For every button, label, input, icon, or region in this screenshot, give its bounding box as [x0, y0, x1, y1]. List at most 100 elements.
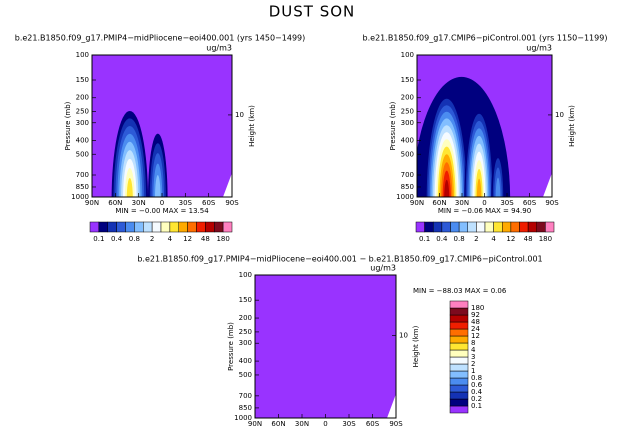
- colorbar-box: [449, 405, 469, 414]
- y-tick-label: 1000: [71, 193, 89, 201]
- colorbar-box: [527, 221, 537, 233]
- x-tick-label: 30S: [179, 199, 193, 207]
- panel-title: b.e21.B1850.f09_g17.PMIP4−midPliocene−eo…: [15, 34, 306, 43]
- figure-title: DUST SON: [269, 3, 356, 21]
- contour-fill: [155, 175, 161, 197]
- colorbar-label: 12: [506, 235, 515, 243]
- y2-axis-label: Height (km): [412, 325, 420, 367]
- x-tick-label: 30S: [500, 199, 514, 207]
- x-tick-label: 30S: [342, 420, 356, 428]
- colorbar-box: [160, 221, 171, 233]
- colorbar-box: [441, 221, 451, 233]
- y2-tick-label: 10: [555, 111, 564, 119]
- colorbar-box: [449, 356, 469, 365]
- colorbar-box: [449, 335, 469, 344]
- y-tick-label: 500: [239, 371, 252, 379]
- y-tick-label: 250: [401, 108, 414, 116]
- x-tick-label: 60S: [202, 199, 216, 207]
- colorbar-label: 0.1: [93, 235, 104, 243]
- colorbar-label: 4: [471, 346, 476, 354]
- colorbar-label: 180: [471, 304, 484, 312]
- colorbar-label: 0.8: [129, 235, 140, 243]
- colorbar-box: [98, 221, 108, 233]
- colorbar-box: [424, 221, 434, 233]
- colorbar-label: 4: [168, 235, 173, 243]
- colorbar-box: [169, 221, 179, 233]
- colorbar-box: [178, 221, 188, 233]
- x-tick-label: 60N: [432, 199, 446, 207]
- colorbar-box: [449, 328, 469, 337]
- colorbar-label: 0.8: [471, 374, 482, 382]
- x-tick-label: 60N: [271, 420, 285, 428]
- colorbar-box: [467, 221, 477, 233]
- ground-mask: [223, 173, 232, 197]
- min-max: MIN = −0.00 MAX = 13.54: [115, 207, 209, 215]
- colorbar-label: 4: [491, 235, 496, 243]
- x-tick-label: 90N: [410, 199, 424, 207]
- colorbar-box: [449, 300, 469, 309]
- colorbar-box: [449, 363, 469, 372]
- colorbar-box: [484, 221, 494, 233]
- colorbar-box: [143, 221, 153, 233]
- colorbar-label: 1: [471, 367, 475, 375]
- colorbar-label: 180: [539, 235, 552, 243]
- contour-field: [92, 55, 232, 197]
- y-axis-label: Pressure (mb): [64, 101, 72, 150]
- colorbar-box: [222, 221, 233, 233]
- colorbar-label: 48: [524, 235, 533, 243]
- colorbar-box: [449, 377, 469, 386]
- units: ug/m3: [370, 264, 396, 273]
- colorbar-label: 48: [471, 318, 480, 326]
- colorbar-label: 0.4: [111, 235, 123, 243]
- y2-axis-label: Height (km): [568, 105, 576, 147]
- colorbar-box: [510, 221, 520, 233]
- x-tick-label: 60S: [523, 199, 537, 207]
- colorbar-box: [545, 221, 555, 233]
- contour-fill: [126, 178, 133, 197]
- y-tick-label: 100: [401, 51, 414, 59]
- y-tick-label: 250: [239, 328, 252, 336]
- colorbar-box: [493, 221, 503, 233]
- colorbar-label: 0.2: [471, 395, 482, 403]
- y-tick-label: 400: [239, 357, 252, 365]
- colorbar-box: [151, 221, 162, 233]
- colorbar-label: 0.1: [419, 235, 430, 243]
- colorbar-label: 0.4: [436, 235, 448, 243]
- y2-tick-label: 10: [399, 331, 408, 339]
- y-tick-label: 400: [401, 136, 414, 144]
- colorbar-label: 0.4: [471, 388, 483, 396]
- x-tick-label: 0: [482, 199, 486, 207]
- x-tick-label: 60N: [108, 199, 122, 207]
- colorbar-label: 12: [471, 332, 480, 340]
- y-tick-label: 400: [76, 136, 89, 144]
- colorbar-label: 12: [183, 235, 192, 243]
- y-tick-label: 300: [239, 339, 252, 347]
- colorbar-label: 2: [471, 360, 475, 368]
- colorbar-box: [502, 221, 512, 233]
- y2-axis-label: Height (km): [248, 105, 256, 147]
- colorbar-label: 92: [471, 311, 480, 319]
- y-axis-label: Pressure (mb): [389, 101, 397, 150]
- y-tick-label: 150: [401, 76, 414, 84]
- y2-tick-label: 10: [235, 111, 244, 119]
- x-tick-label: 90S: [225, 199, 239, 207]
- y-tick-label: 1000: [396, 193, 414, 201]
- colorbar-box: [449, 398, 469, 407]
- colorbar-box: [519, 221, 529, 233]
- colorbar-label: 48: [201, 235, 210, 243]
- colorbar-box: [449, 370, 469, 379]
- colorbar-label: 2: [474, 235, 478, 243]
- y-tick-label: 150: [239, 296, 252, 304]
- y-tick-label: 100: [239, 271, 252, 279]
- y-tick-label: 850: [401, 183, 414, 191]
- colorbar-box: [116, 221, 126, 233]
- colorbar-box: [449, 391, 469, 400]
- colorbar-box: [476, 221, 486, 233]
- x-tick-label: 90S: [545, 199, 559, 207]
- y-tick-label: 850: [76, 183, 89, 191]
- ground-mask: [543, 173, 552, 197]
- y-axis-label: Pressure (mb): [227, 322, 235, 371]
- y-tick-label: 200: [239, 314, 252, 322]
- x-tick-label: 0: [323, 420, 327, 428]
